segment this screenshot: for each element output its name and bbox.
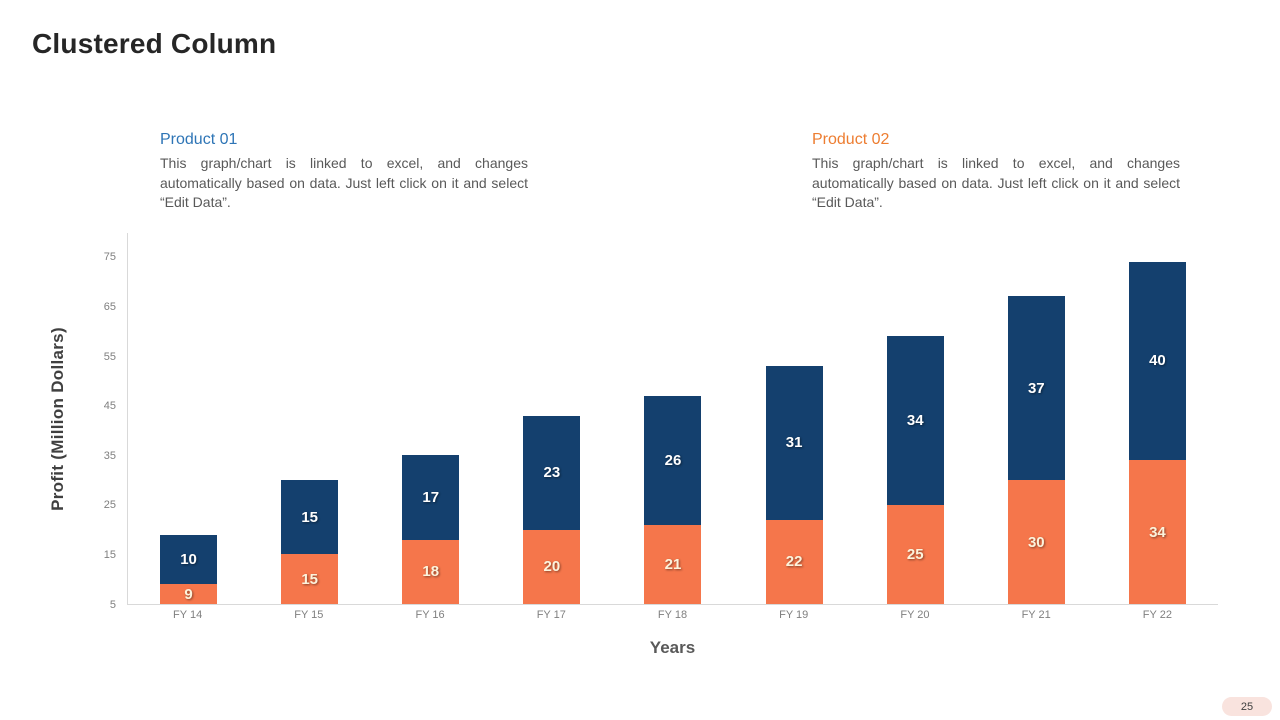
bar-value-label: 31: [785, 434, 803, 452]
bar-value-label: 37: [1027, 379, 1045, 397]
product-01-description: This graph/chart is linked to excel, and…: [160, 155, 528, 210]
bar-segment-product-02[interactable]: 15: [281, 554, 339, 604]
x-tick-label: FY 20: [900, 609, 930, 621]
bar-slot: 37 30: [976, 233, 1097, 604]
bar-segment-product-02[interactable]: 25: [886, 504, 944, 604]
bar-segment-product-02[interactable]: 30: [1007, 480, 1065, 604]
stacked-bar-fy-22[interactable]: 40 34: [1128, 261, 1186, 604]
y-tick-label: 15: [103, 548, 116, 561]
bar-value-label: 40: [1149, 352, 1166, 370]
bar-value-label: 20: [543, 558, 561, 576]
x-tick-label: FY 21: [1021, 609, 1051, 621]
bar-value-label: 25: [906, 545, 924, 563]
bar-segment-product-02[interactable]: 21: [644, 524, 702, 604]
bar-value-label: 34: [906, 412, 924, 429]
stacked-bar-fy-14[interactable]: 10 9: [160, 534, 218, 604]
bar-value-label: 10: [180, 550, 197, 568]
y-axis-title: Profit (Million Dollars): [48, 327, 67, 511]
bar-segment-product-01[interactable]: 34: [886, 336, 944, 505]
product-02-note: Product 02 This graph/chart is linked to…: [812, 131, 1180, 213]
bar-slot: 31 22: [734, 233, 855, 604]
page-title: Clustered Column: [32, 28, 277, 59]
bar-segment-product-01[interactable]: 40: [1128, 261, 1186, 461]
bar-segment-product-02[interactable]: 34: [1128, 460, 1186, 604]
x-tick-label: FY 14: [173, 609, 203, 621]
bar-segment-product-02[interactable]: 18: [402, 539, 460, 604]
stacked-bar-fy-21[interactable]: 37 30: [1007, 296, 1065, 604]
y-tick-label: 5: [109, 598, 116, 611]
bar-slot: 40 34: [1097, 233, 1218, 604]
product-01-heading: Product 01: [160, 131, 238, 148]
bar-value-label: 23: [543, 464, 561, 482]
bar-segment-product-02[interactable]: 22: [765, 519, 823, 604]
product-01-note: Product 01 This graph/chart is linked to…: [160, 131, 528, 213]
stacked-bar-fy-17[interactable]: 23 20: [523, 415, 581, 604]
stacked-bar-fy-18[interactable]: 26 21: [644, 395, 702, 604]
bar-segment-product-01[interactable]: 15: [281, 480, 339, 555]
stacked-bar-fy-16[interactable]: 17 18: [402, 455, 460, 604]
bar-value-label: 26: [664, 451, 682, 469]
product-02-description: This graph/chart is linked to excel, and…: [812, 155, 1180, 210]
bar-value-label: 18: [422, 563, 440, 581]
y-tick-label: 25: [103, 499, 116, 512]
bar-slot: 15 15: [249, 233, 370, 604]
bar-value-label: 15: [301, 570, 318, 588]
bar-segment-product-01[interactable]: 10: [160, 534, 218, 585]
bar-segment-product-01[interactable]: 26: [644, 395, 702, 525]
bar-slot: 26 21: [612, 233, 733, 604]
bar-value-label: 9: [184, 585, 193, 603]
bar-segment-product-01[interactable]: 37: [1007, 296, 1065, 480]
x-tick-label: FY 19: [779, 609, 809, 621]
stacked-bar-fy-15[interactable]: 15 15: [281, 480, 339, 604]
x-axis-title: Years: [649, 638, 696, 657]
x-tick-label: FY 22: [1142, 609, 1172, 621]
bar-slot: 23 20: [491, 233, 612, 604]
bar-value-label: 21: [664, 555, 682, 573]
y-tick-label: 45: [103, 400, 116, 413]
y-tick-label: 65: [103, 300, 116, 313]
bar-slot: 17 18: [370, 233, 491, 604]
bar-value-label: 30: [1027, 533, 1045, 551]
bar-value-label: 15: [301, 508, 318, 526]
page-number-badge: 25: [1222, 697, 1272, 716]
y-tick-label: 35: [103, 449, 116, 462]
y-tick-label: 75: [103, 251, 116, 264]
product-02-heading: Product 02: [812, 131, 890, 148]
x-tick-label: FY 16: [415, 609, 445, 621]
bar-segment-product-01[interactable]: 23: [523, 415, 581, 530]
bar-value-label: 34: [1149, 523, 1166, 541]
stacked-bar-fy-19[interactable]: 31 22: [765, 365, 823, 604]
bar-segment-product-02[interactable]: 20: [523, 529, 581, 604]
bar-slot: 34 25: [855, 233, 976, 604]
bar-value-label: 22: [785, 553, 803, 571]
x-axis-ticks: FY 14 FY 15 FY 16 FY 17 FY 18 FY 19 FY 20 FY 21…: [127, 609, 1218, 621]
bar-segment-product-02[interactable]: 9: [160, 584, 218, 604]
y-tick-label: 55: [103, 350, 116, 363]
bar-segment-product-01[interactable]: 31: [765, 365, 823, 520]
x-tick-label: FY 17: [536, 609, 566, 621]
y-axis-ticks: 5 15 25 35 45 55 65 75: [72, 233, 120, 610]
stacked-bar-fy-20[interactable]: 34 25: [886, 336, 944, 604]
plot-area[interactable]: 10 9 15 15 17 18 23 20 26 21 31 22 34 25 37 30 40 34: [127, 233, 1218, 605]
bar-segment-product-01[interactable]: 17: [402, 455, 460, 540]
x-tick-label: FY 15: [294, 609, 324, 621]
bar-slot: 10 9: [128, 233, 249, 604]
x-tick-label: FY 18: [657, 609, 688, 621]
bar-value-label: 17: [422, 488, 440, 506]
